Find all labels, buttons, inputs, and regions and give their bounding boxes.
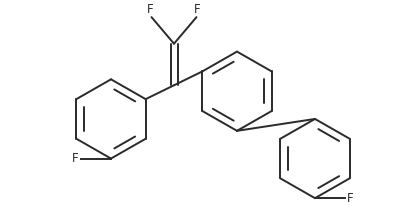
Text: F: F (147, 3, 154, 16)
Text: F: F (194, 3, 201, 16)
Text: F: F (72, 152, 79, 165)
Text: F: F (347, 192, 354, 205)
